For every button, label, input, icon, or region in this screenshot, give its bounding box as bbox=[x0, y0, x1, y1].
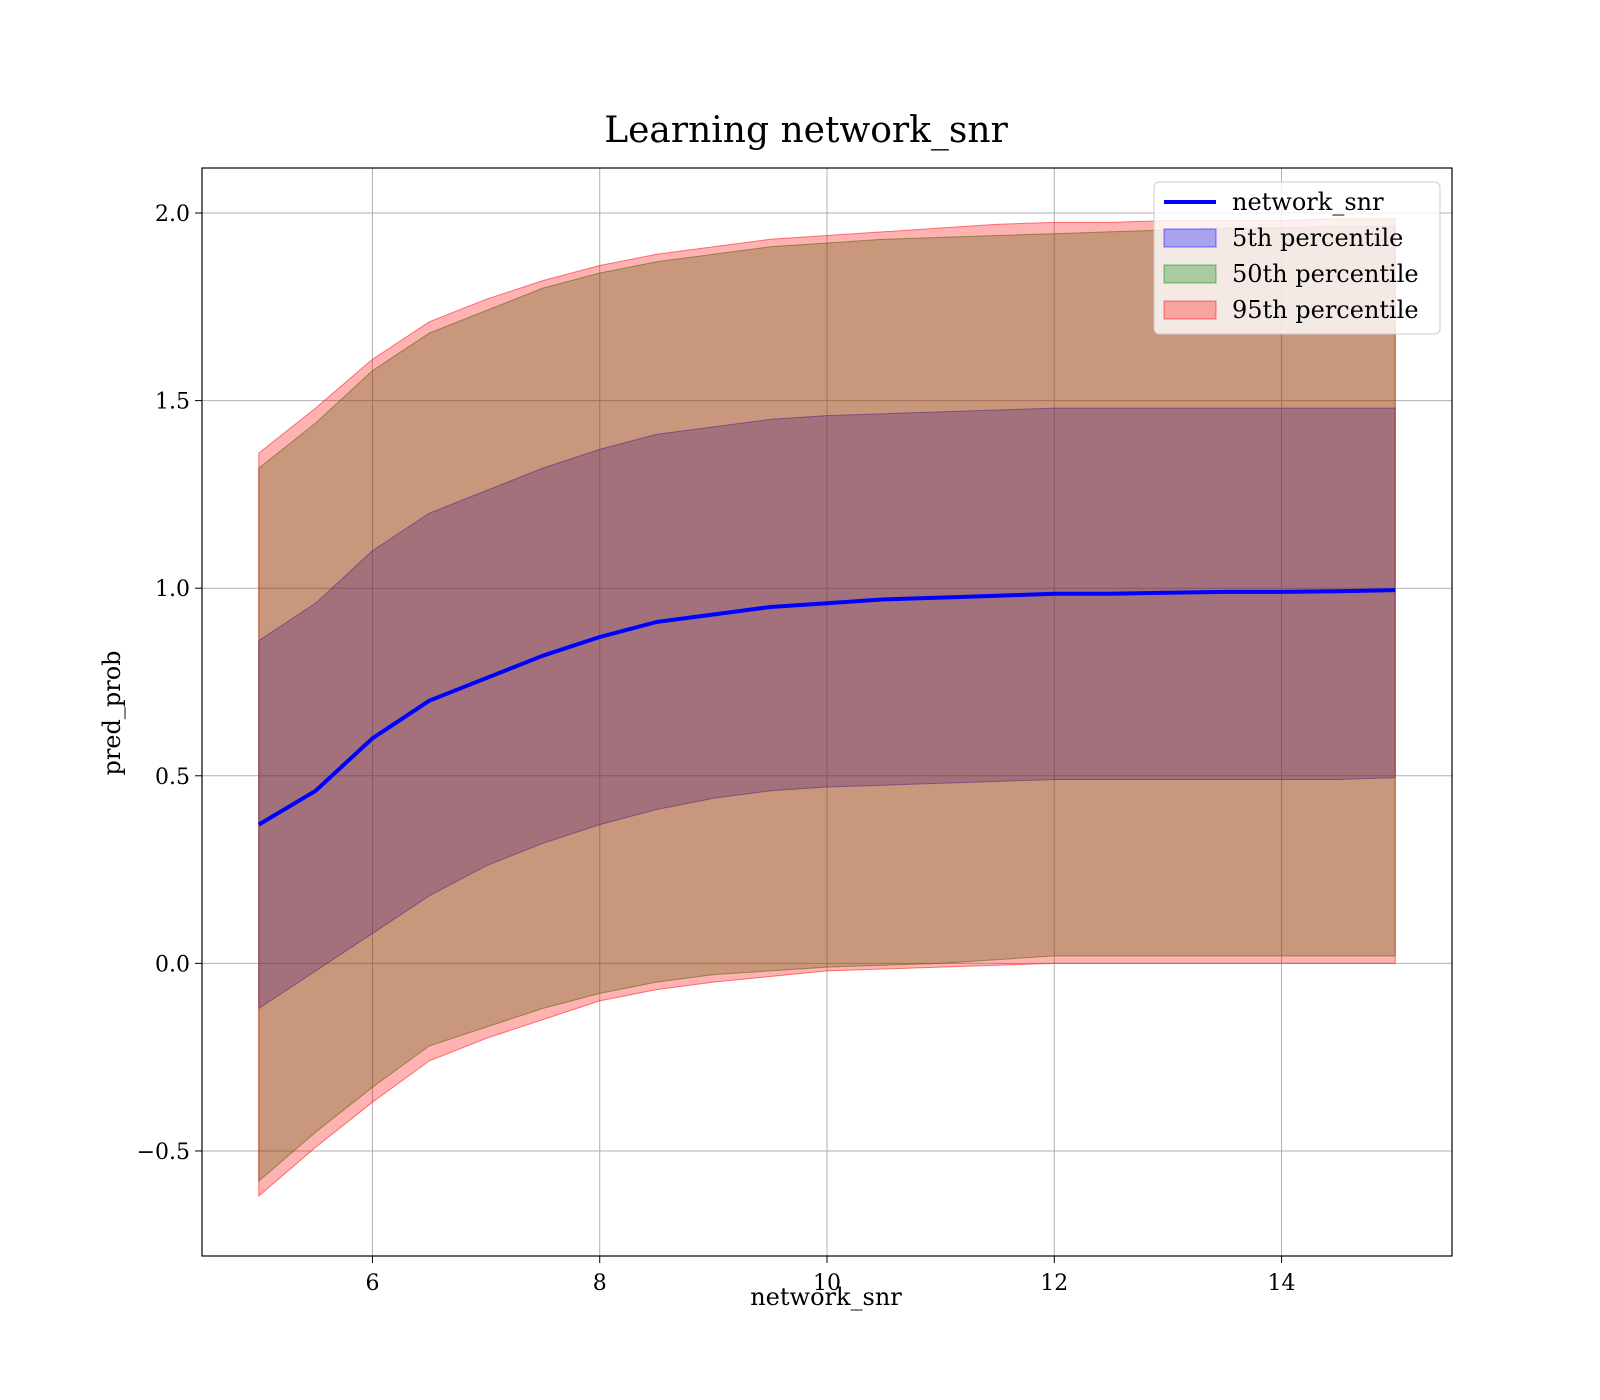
x-tick-label: 10 bbox=[813, 1271, 841, 1296]
plot-area: 6 8 10 12 14 −0.5 0.0 0.5 1.0 1.5 2.0 bbox=[137, 167, 1453, 1296]
legend-swatch bbox=[1163, 228, 1217, 248]
y-tick-label: 2.0 bbox=[155, 202, 190, 227]
band-95th-percentile bbox=[258, 218, 1396, 1198]
x-axis-label: network_snr bbox=[750, 1283, 902, 1311]
chart-title: Learning network_snr bbox=[604, 110, 1008, 151]
legend-swatch bbox=[1163, 264, 1217, 284]
legend-label: 95th percentile bbox=[1232, 296, 1419, 324]
x-tick-label: 6 bbox=[365, 1271, 379, 1296]
y-tick-label: 1.5 bbox=[155, 390, 190, 415]
x-tick-label: 12 bbox=[1040, 1271, 1068, 1296]
x-tick-label: 8 bbox=[593, 1271, 607, 1296]
legend-box bbox=[1153, 181, 1441, 335]
y-tick-label: 1.0 bbox=[155, 577, 190, 602]
legend-swatch bbox=[1163, 300, 1217, 320]
y-tick-label: −0.5 bbox=[137, 1140, 190, 1165]
legend-label: 5th percentile bbox=[1232, 224, 1403, 252]
y-tick-label: 0.5 bbox=[155, 765, 190, 790]
legend-label: 50th percentile bbox=[1232, 260, 1419, 288]
y-tick-label: 0.0 bbox=[155, 952, 190, 977]
plot-content bbox=[257, 218, 1396, 1198]
legend: network_snr 5th percentile 50th percentile… bbox=[1153, 181, 1441, 335]
y-axis-label: pred_prob bbox=[98, 650, 126, 775]
legend-label: network_snr bbox=[1232, 188, 1384, 216]
x-tick-label: 14 bbox=[1268, 1271, 1296, 1296]
